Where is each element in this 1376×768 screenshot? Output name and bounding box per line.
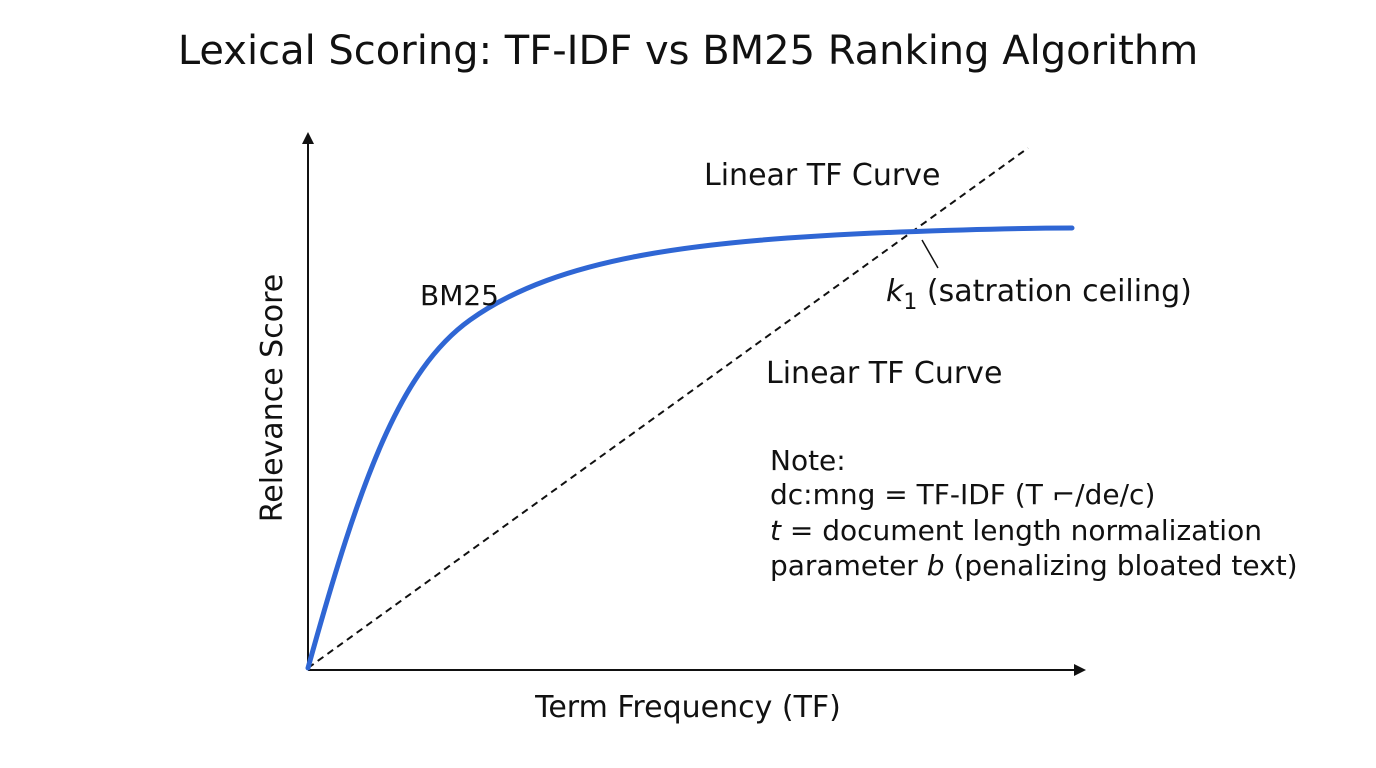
linear-tf-label-mid: Linear TF Curve — [766, 356, 1002, 391]
note-line-3-var: b — [927, 549, 945, 582]
note-line-1: dc:mng = TF-IDF (T ⌐/de/c) — [770, 478, 1155, 511]
bm25-label: BM25 — [420, 279, 499, 312]
note-line-3: parameter b (penalizing bloated text) — [770, 549, 1298, 582]
saturation-text: (satration ceiling) — [917, 274, 1191, 309]
saturation-leader-line — [921, 239, 939, 269]
note-line-2: t = document length normalization — [770, 514, 1262, 547]
y-axis-label: Relevance Score — [255, 274, 290, 522]
note-block: Note: dc:mng = TF-IDF (T ⌐/de/c) t = doc… — [770, 444, 1298, 582]
note-line-2-text: = document length normalization — [781, 514, 1262, 547]
linear-tf-label-top: Linear TF Curve — [704, 158, 940, 193]
note-line-3-text: (penalizing bloated text) — [945, 549, 1298, 582]
note-line-3-start: parameter — [770, 549, 927, 582]
x-axis-label: Term Frequency (TF) — [534, 690, 841, 725]
note-heading: Note: — [770, 444, 846, 477]
saturation-label: k1 (satration ceiling) — [886, 274, 1192, 315]
bm25-curve — [305, 225, 1075, 671]
linear-tf-line — [307, 147, 1029, 669]
saturation-subscript: 1 — [903, 290, 917, 315]
note-line-2-var: t — [770, 514, 782, 547]
saturation-symbol: k — [886, 274, 905, 309]
diagram-title: Lexical Scoring: TF-IDF vs BM25 Ranking … — [178, 28, 1198, 74]
